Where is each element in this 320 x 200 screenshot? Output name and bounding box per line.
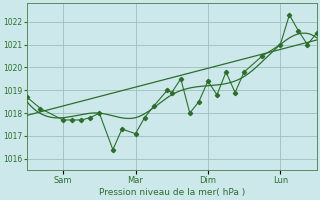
X-axis label: Pression niveau de la mer( hPa ): Pression niveau de la mer( hPa ) [99,188,245,197]
